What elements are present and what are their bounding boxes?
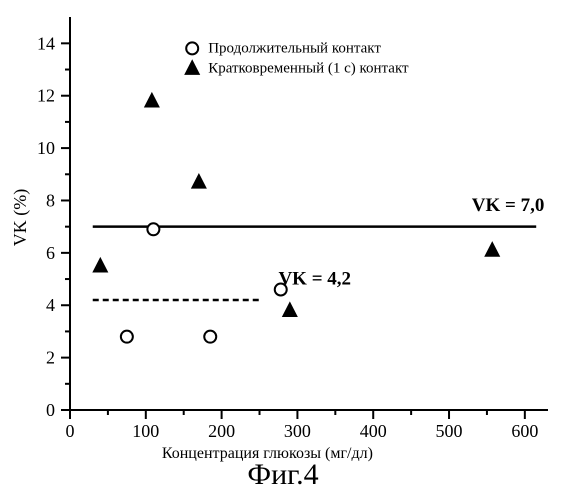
x-tick-label: 500: [436, 421, 463, 441]
scatter-chart: 0100200300400500600Концентрация глюкозы …: [0, 0, 566, 500]
reference-label: VK = 4,2: [278, 268, 351, 289]
y-tick-label: 0: [46, 400, 55, 420]
data-point-triangle: [93, 258, 107, 272]
x-tick-label: 400: [360, 421, 387, 441]
legend-label: Кратковременный (1 с) контакт: [208, 60, 409, 76]
y-tick-label: 12: [37, 86, 55, 106]
x-tick-label: 300: [284, 421, 311, 441]
x-tick-label: 100: [132, 421, 159, 441]
y-tick-label: 2: [46, 348, 55, 368]
data-point-triangle: [145, 93, 159, 107]
chart-container: 0100200300400500600Концентрация глюкозы …: [0, 0, 566, 500]
y-tick-label: 10: [37, 138, 55, 158]
data-point-circle: [204, 331, 216, 343]
x-tick-label: 200: [208, 421, 235, 441]
data-point-circle: [147, 223, 159, 235]
x-tick-label: 600: [511, 421, 538, 441]
reference-label: VK = 7,0: [472, 195, 545, 216]
y-axis-label: VK (%): [10, 189, 31, 246]
data-point-circle: [186, 42, 198, 54]
legend-label: Продолжительный контакт: [208, 40, 381, 56]
y-tick-label: 6: [46, 243, 55, 263]
figure-caption: Фиг.4: [0, 458, 566, 492]
data-point-triangle: [283, 302, 297, 316]
y-tick-label: 4: [46, 295, 55, 315]
data-point-triangle: [485, 242, 499, 256]
y-tick-label: 14: [37, 33, 55, 53]
data-point-triangle: [185, 60, 199, 74]
data-point-circle: [275, 284, 287, 296]
y-tick-label: 8: [46, 190, 55, 210]
data-point-triangle: [192, 174, 206, 188]
data-point-circle: [121, 331, 133, 343]
x-tick-label: 0: [66, 421, 75, 441]
